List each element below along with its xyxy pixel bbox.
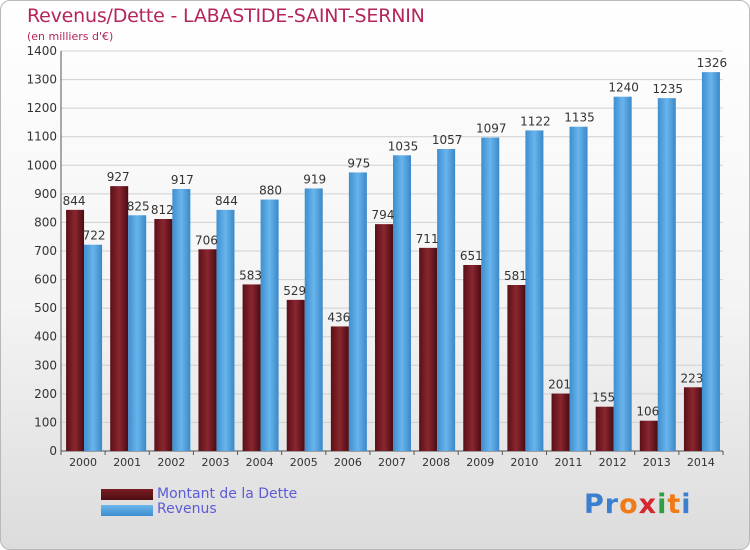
bar-revenue — [437, 149, 456, 451]
y-tick-label: 1400 — [26, 44, 57, 58]
y-tick-label: 1200 — [26, 101, 57, 115]
data-label-debt: 106 — [636, 405, 659, 419]
data-label-revenue: 1035 — [388, 139, 419, 153]
bar-debt — [286, 299, 305, 451]
data-label-revenue: 1097 — [476, 122, 507, 136]
bar-debt — [242, 284, 261, 451]
data-label-debt: 794 — [372, 208, 395, 222]
bar-revenue — [260, 199, 279, 451]
x-tick-label: 2009 — [466, 456, 494, 469]
bar-debt — [375, 224, 393, 451]
data-label-debt: 706 — [195, 233, 218, 247]
data-label-revenue: 1240 — [608, 81, 639, 95]
x-tick-label: 2007 — [378, 456, 406, 469]
data-label-revenue: 1326 — [697, 56, 728, 70]
data-label-debt: 844 — [63, 194, 86, 208]
chart-subtitle: (en milliers d'€) — [27, 30, 114, 43]
y-tick-label: 500 — [34, 301, 57, 315]
bar-revenue — [128, 215, 147, 451]
data-label-revenue: 722 — [83, 229, 106, 243]
data-label-revenue: 1235 — [653, 82, 684, 96]
bar-debt — [463, 265, 482, 451]
y-tick-label: 600 — [34, 273, 57, 287]
bar-debt — [66, 209, 85, 451]
data-label-debt: 812 — [151, 203, 174, 217]
x-tick-label: 2010 — [510, 456, 538, 469]
legend-swatch-revenue — [101, 505, 153, 516]
x-tick-label: 2004 — [246, 456, 274, 469]
bar-revenue — [569, 126, 588, 451]
data-label-revenue: 975 — [347, 156, 370, 170]
bar-revenue — [216, 209, 235, 451]
bar-debt — [551, 393, 570, 451]
data-label-revenue: 844 — [215, 194, 238, 208]
bar-debt — [507, 285, 526, 451]
data-label-debt: 223 — [680, 371, 703, 385]
y-tick-label: 700 — [34, 244, 57, 258]
bar-revenue — [304, 188, 323, 451]
y-tick-label: 400 — [34, 330, 57, 344]
chart-title: Revenus/Dette - LABASTIDE-SAINT-SERNIN — [27, 5, 425, 27]
bar-debt — [198, 249, 217, 451]
bar-revenue — [525, 130, 544, 451]
y-tick-label: 1000 — [26, 158, 57, 172]
bar-debt — [595, 406, 614, 451]
data-label-debt: 155 — [592, 391, 615, 405]
y-tick-label: 200 — [34, 387, 57, 401]
bar-revenue — [481, 137, 500, 452]
data-label-revenue: 1122 — [520, 114, 551, 128]
bar-revenue — [613, 96, 632, 451]
data-label-revenue: 917 — [171, 173, 194, 187]
x-tick-label: 2002 — [157, 456, 185, 469]
data-label-debt: 711 — [416, 232, 439, 246]
legend-label-revenue: Revenus — [157, 501, 217, 517]
bar-debt — [639, 420, 658, 451]
bar-revenue — [657, 98, 676, 452]
bar-debt — [154, 219, 173, 451]
x-tick-label: 2000 — [69, 456, 97, 469]
bar-revenue — [393, 155, 411, 452]
y-tick-label: 300 — [34, 358, 57, 372]
bar-debt — [683, 387, 702, 451]
x-tick-label: 2005 — [290, 456, 318, 469]
x-tick-label: 2013 — [643, 456, 671, 469]
bar-debt — [419, 247, 438, 451]
data-label-revenue: 1057 — [432, 133, 463, 147]
y-tick-label: 1300 — [26, 73, 57, 87]
legend-label-debt: Montant de la Dette — [157, 486, 298, 502]
data-label-debt: 201 — [548, 378, 571, 392]
data-label-debt: 581 — [504, 269, 527, 283]
bar-debt — [330, 326, 349, 451]
data-label-debt: 529 — [283, 284, 306, 298]
bar-debt — [110, 186, 129, 451]
bar-revenue — [348, 172, 367, 451]
x-tick-label: 2008 — [422, 456, 450, 469]
x-tick-label: 2001 — [113, 456, 141, 469]
data-label-revenue: 919 — [303, 172, 326, 186]
x-tick-label: 2011 — [555, 456, 583, 469]
data-label-debt: 651 — [460, 249, 483, 263]
x-tick-label: 2006 — [334, 456, 362, 469]
y-tick-label: 800 — [34, 215, 57, 229]
x-tick-label: 2014 — [687, 456, 715, 469]
legend-swatch-debt — [101, 489, 153, 500]
bar-revenue — [172, 189, 191, 451]
data-label-debt: 436 — [327, 310, 350, 324]
proxiti-logo: Proxiti — [584, 489, 692, 520]
y-tick-label: 1100 — [26, 130, 57, 144]
data-label-revenue: 880 — [259, 184, 282, 198]
bar-revenue — [84, 244, 103, 451]
data-label-debt: 927 — [107, 170, 130, 184]
y-tick-label: 0 — [49, 444, 57, 458]
bar-revenue — [701, 72, 720, 452]
y-tick-label: 100 — [34, 415, 57, 429]
x-tick-label: 2012 — [599, 456, 627, 469]
x-tick-label: 2003 — [201, 456, 229, 469]
data-label-revenue: 825 — [127, 199, 150, 213]
data-label-revenue: 1135 — [564, 111, 595, 125]
data-label-debt: 583 — [239, 268, 262, 282]
y-tick-label: 900 — [34, 187, 57, 201]
